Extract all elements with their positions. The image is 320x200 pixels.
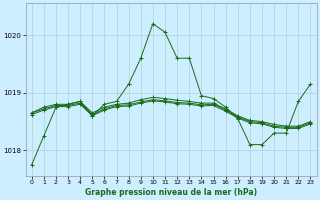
X-axis label: Graphe pression niveau de la mer (hPa): Graphe pression niveau de la mer (hPa) (85, 188, 257, 197)
